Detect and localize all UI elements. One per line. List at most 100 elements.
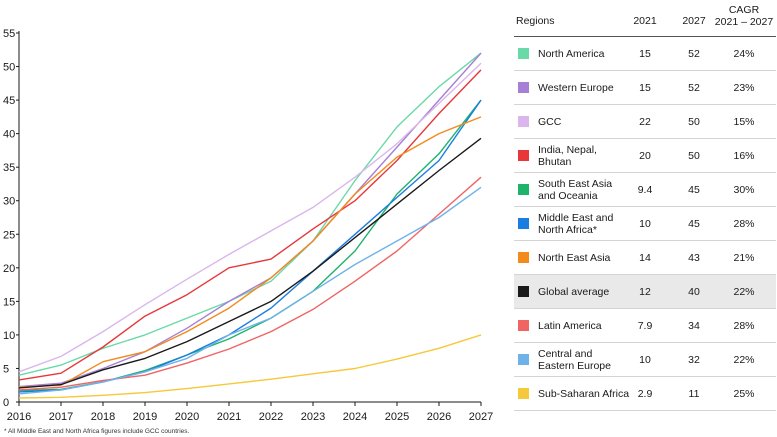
- table-row: Western Europe 15 52 23%: [514, 71, 776, 105]
- row-value-2027: 52: [688, 81, 700, 94]
- row-value-cagr: 25%: [733, 387, 755, 400]
- row-value-2021: 14: [639, 251, 651, 264]
- row-region-name: Central and Eastern Europe: [538, 347, 611, 372]
- row-value-2027: 45: [688, 183, 700, 196]
- y-tick-label: 35: [3, 162, 15, 174]
- row-region-name: North America: [538, 47, 605, 60]
- row-value-2027: 50: [688, 149, 700, 162]
- table-row: India, Nepal, Bhutan 20 50 16%: [514, 139, 776, 173]
- regions-table: Regions 2021 2027 CAGR 2021 – 2027 North…: [514, 0, 776, 411]
- row-value-2021: 2.9: [637, 387, 653, 400]
- row-value-2021: 20: [639, 149, 651, 162]
- table-row: Central and Eastern Europe 10 32 22%: [514, 343, 776, 377]
- row-value-cagr: 16%: [733, 149, 755, 162]
- table-header: Regions 2021 2027 CAGR 2021 – 2027: [514, 0, 776, 37]
- footnote: * All Middle East and North Africa figur…: [4, 428, 190, 435]
- series-line-global-average: [18, 137, 482, 389]
- series-line-north-east-asia: [18, 116, 482, 388]
- row-region-name: Global average: [538, 285, 610, 298]
- table-row: North America 15 52 24%: [514, 37, 776, 71]
- series-line-sub-saharan-africa: [18, 334, 482, 399]
- x-tick-label: 2026: [427, 411, 451, 423]
- row-region-name: Latin America: [538, 319, 602, 332]
- row-value-2021: 15: [639, 81, 651, 94]
- row-value-2021: 15: [639, 47, 651, 60]
- y-tick-label: 55: [3, 28, 15, 40]
- legend-swatch: [518, 82, 529, 93]
- series-line-western-europe: [18, 52, 482, 388]
- row-value-cagr: 23%: [733, 81, 755, 94]
- table-row: Middle East and North Africa* 10 45 28%: [514, 207, 776, 241]
- legend-swatch: [518, 388, 529, 399]
- row-value-cagr: 21%: [733, 251, 755, 264]
- row-value-2021: 7.9: [637, 319, 653, 332]
- row-value-2021: 9.4: [637, 183, 653, 196]
- row-value-2021: 22: [639, 115, 651, 128]
- table-row: GCC 22 50 15%: [514, 105, 776, 139]
- y-tick-label: 10: [3, 330, 15, 342]
- x-tick-label: 2023: [301, 411, 325, 423]
- header-2021: 2021: [633, 15, 657, 27]
- x-tick-label: 2025: [385, 411, 409, 423]
- x-tick-label: 2017: [49, 411, 73, 423]
- legend-swatch: [518, 286, 529, 297]
- row-region-name: North East Asia: [538, 251, 611, 264]
- row-value-cagr: 24%: [733, 47, 755, 60]
- y-tick-label: 40: [3, 129, 15, 141]
- y-tick-label: 20: [3, 263, 15, 275]
- x-tick-label: 2020: [175, 411, 199, 423]
- y-tick-label: 25: [3, 229, 15, 241]
- y-tick-label: 15: [3, 296, 15, 308]
- x-tick-label: 2027: [469, 411, 493, 423]
- row-region-name: Western Europe: [538, 81, 614, 94]
- series-line-gcc: [18, 62, 482, 373]
- legend-swatch: [518, 48, 529, 59]
- row-value-cagr: 30%: [733, 183, 755, 196]
- y-tick-label: 50: [3, 62, 15, 74]
- legend-swatch: [518, 252, 529, 263]
- row-value-2021: 10: [639, 217, 651, 230]
- row-region-name: GCC: [538, 115, 562, 128]
- legend-swatch: [518, 354, 529, 365]
- legend-swatch: [518, 320, 529, 331]
- header-cagr: CAGR 2021 – 2027: [712, 4, 776, 28]
- row-value-2027: 40: [688, 285, 700, 298]
- row-region-name: South East Asia and Oceania: [538, 177, 613, 202]
- row-value-2027: 32: [688, 353, 700, 366]
- header-cagr-line2: 2021 – 2027: [714, 16, 774, 28]
- table-row: South East Asia and Oceania 9.4 45 30%: [514, 173, 776, 207]
- header-regions: Regions: [516, 15, 555, 27]
- series-line-latin-america: [18, 176, 482, 391]
- series-line-central-and-eastern-europe: [18, 186, 482, 395]
- row-value-2027: 45: [688, 217, 700, 230]
- x-tick-label: 2021: [217, 411, 241, 423]
- table-row: North East Asia 14 43 21%: [514, 241, 776, 275]
- row-value-2027: 52: [688, 47, 700, 60]
- row-value-cagr: 28%: [733, 319, 755, 332]
- row-value-2021: 10: [639, 353, 651, 366]
- table-row: Latin America 7.9 34 28%: [514, 309, 776, 343]
- row-region-name: India, Nepal, Bhutan: [538, 143, 597, 168]
- y-tick-label: 45: [3, 95, 15, 107]
- x-tick-label: 2022: [259, 411, 283, 423]
- x-tick-label: 2024: [343, 411, 367, 423]
- y-tick-label: 30: [3, 196, 15, 208]
- row-value-cagr: 15%: [733, 115, 755, 128]
- row-value-2027: 43: [688, 251, 700, 264]
- legend-swatch: [518, 116, 529, 127]
- row-region-name: Middle East and North Africa*: [538, 211, 614, 236]
- table-row: Sub-Saharan Africa 2.9 11 25%: [514, 377, 776, 411]
- row-value-cagr: 28%: [733, 217, 755, 230]
- legend-swatch: [518, 184, 529, 195]
- series-line-india-nepal-bhutan: [18, 69, 482, 381]
- header-2027: 2027: [682, 15, 706, 27]
- row-region-name: Sub-Saharan Africa: [538, 387, 630, 400]
- x-tick-label: 2016: [7, 411, 31, 423]
- x-tick-label: 2019: [133, 411, 157, 423]
- row-value-2027: 11: [688, 387, 700, 400]
- row-value-2027: 34: [688, 319, 700, 332]
- header-cagr-line1: CAGR: [728, 4, 760, 16]
- row-value-cagr: 22%: [733, 285, 755, 298]
- legend-swatch: [518, 150, 529, 161]
